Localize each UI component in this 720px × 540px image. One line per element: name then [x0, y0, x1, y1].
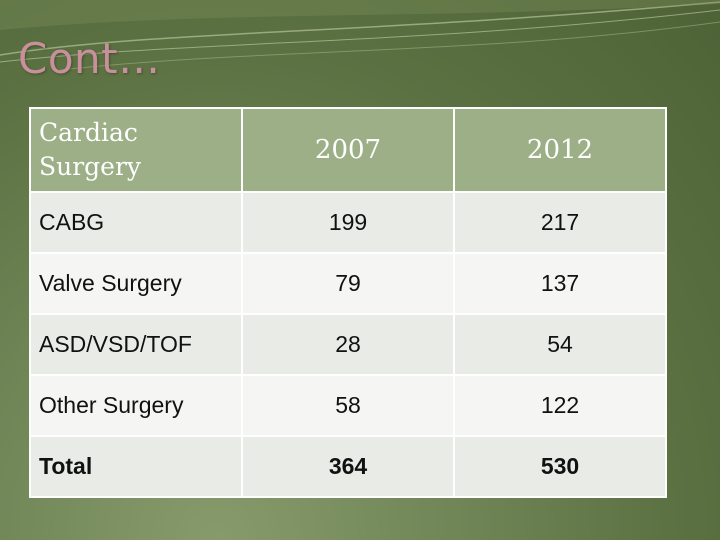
- cell-2012: 217: [453, 191, 667, 254]
- header-year-2007: 2007: [241, 107, 455, 193]
- row-label: Valve Surgery: [29, 252, 243, 315]
- row-label: CABG: [29, 191, 243, 254]
- cell-2007: 28: [241, 313, 455, 376]
- row-label: Total: [29, 435, 243, 498]
- header-year-2012: 2012: [453, 107, 667, 193]
- slide-title: Cont…: [18, 34, 161, 83]
- table-row: ASD/VSD/TOF 28 54: [29, 313, 667, 376]
- header-cardiac-surgery: Cardiac Surgery: [29, 107, 243, 193]
- cell-2012: 137: [453, 252, 667, 315]
- table-row: Other Surgery 58 122: [29, 374, 667, 437]
- decorative-swoosh: [0, 0, 720, 71]
- cell-2007: 79: [241, 252, 455, 315]
- table-row: CABG 199 217: [29, 191, 667, 254]
- table-total-row: Total 364 530: [29, 435, 667, 498]
- cell-2012: 122: [453, 374, 667, 437]
- cell-2012: 530: [453, 435, 667, 498]
- row-label: Other Surgery: [29, 374, 243, 437]
- surgery-table: Cardiac Surgery 2007 2012 CABG 199 217 V…: [29, 107, 667, 498]
- cell-2012: 54: [453, 313, 667, 376]
- row-label: ASD/VSD/TOF: [29, 313, 243, 376]
- table-row: Valve Surgery 79 137: [29, 252, 667, 315]
- cell-2007: 58: [241, 374, 455, 437]
- cell-2007: 364: [241, 435, 455, 498]
- table-header-row: Cardiac Surgery 2007 2012: [29, 107, 667, 193]
- cell-2007: 199: [241, 191, 455, 254]
